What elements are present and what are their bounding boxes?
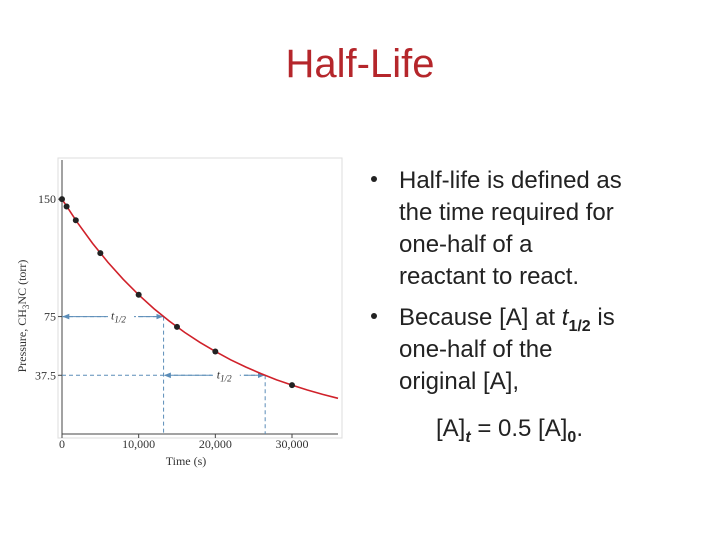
y-tick-label: 75 <box>44 310 56 324</box>
text-run: Because [A] at <box>399 304 562 331</box>
bullet-line: one-half of the <box>399 336 552 363</box>
text-run: t <box>562 304 570 331</box>
text-run: [A] <box>436 415 465 442</box>
text-run: t <box>217 367 221 381</box>
data-point <box>97 250 104 257</box>
text-run: NC (torr) <box>15 260 29 305</box>
bullet-dot <box>371 176 377 182</box>
data-point <box>135 291 142 298</box>
x-axis-title: Time (s) <box>166 454 207 468</box>
y-tick-label: 37.5 <box>35 368 56 382</box>
data-point <box>59 196 65 203</box>
x-tick-label: 10,000 <box>122 437 155 451</box>
subscript: 1/2 <box>568 318 590 335</box>
bullet-line: Half-life is defined as <box>399 167 622 194</box>
bullet-line: reactant to react. <box>399 263 579 290</box>
subscript: 3 <box>21 304 31 309</box>
data-point <box>72 217 79 224</box>
text-run: t <box>111 309 115 323</box>
bullet-line: Because [A] at t1/2 is <box>399 304 615 335</box>
data-point <box>289 382 295 389</box>
y-tick-label: 150 <box>38 192 56 206</box>
subscript: 0 <box>567 429 576 446</box>
text-run: is <box>591 304 615 331</box>
y-axis-title: Pressure, CH3NC (torr) <box>15 260 31 373</box>
slide-title: Half-Life <box>286 42 435 86</box>
data-point <box>63 203 70 210</box>
subscript: 1/2 <box>114 315 126 325</box>
chart: Time (s) Pressure, CH3NC (torr) 37.5 75 15… <box>15 157 343 468</box>
bullet-line: the time required for <box>399 199 614 226</box>
formula: [A]t = 0.5 [A]0. <box>436 415 583 446</box>
bullet-line: original [A], <box>399 368 519 395</box>
subscript: t <box>465 429 471 446</box>
subscript: 1/2 <box>220 373 232 383</box>
text-run: = 0.5 [A] <box>471 415 568 442</box>
half-life-label: t1/2 <box>111 309 126 325</box>
label-bg <box>108 306 134 321</box>
x-tick-label: 0 <box>59 437 65 451</box>
text-run: . <box>576 415 583 442</box>
bullet-line: one-half of a <box>399 231 533 258</box>
decay-curve <box>61 198 339 400</box>
half-life-label: t1/2 <box>217 367 232 383</box>
text-run: Pressure, CH <box>15 309 29 373</box>
data-point <box>212 348 219 355</box>
x-tick-label: 30,000 <box>276 437 309 451</box>
bullet-dot <box>371 313 377 319</box>
x-tick-label: 20,000 <box>199 437 232 451</box>
label-bg <box>213 365 240 380</box>
data-point <box>174 323 180 330</box>
plot-frame <box>57 157 343 439</box>
